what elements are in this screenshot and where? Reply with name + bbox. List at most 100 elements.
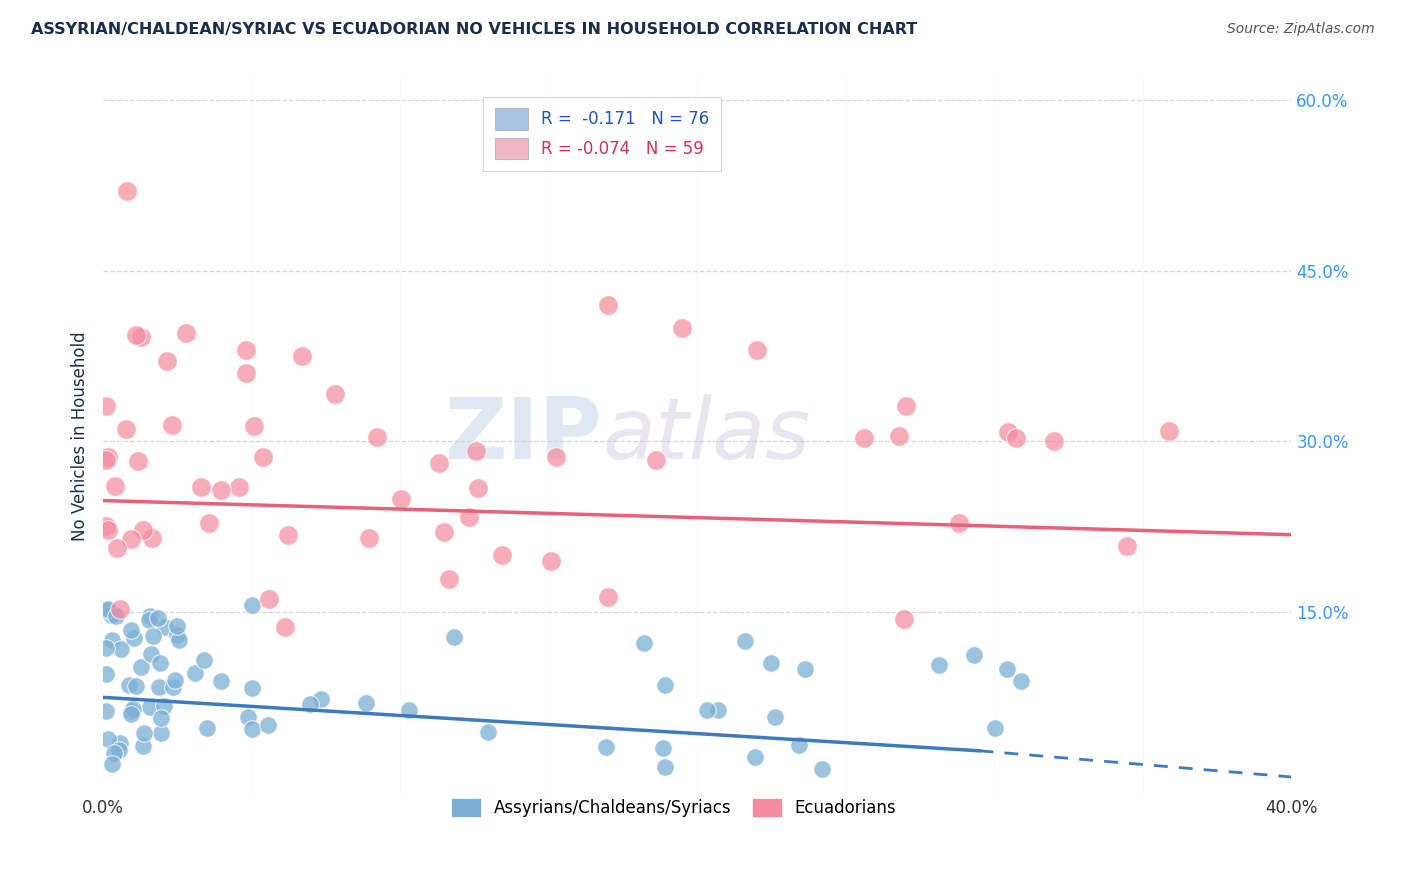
Point — [129, 660, 152, 674]
Point — [896, 399, 918, 413]
Point — [122, 701, 145, 715]
Point — [240, 599, 263, 613]
Point — [94, 452, 117, 467]
Point — [120, 532, 142, 546]
Point — [149, 656, 172, 670]
Point — [323, 387, 346, 401]
Point — [443, 630, 465, 644]
Point — [398, 703, 420, 717]
Point — [94, 667, 117, 681]
Point — [139, 647, 162, 661]
Point — [596, 590, 619, 604]
Point — [997, 425, 1019, 440]
Point — [129, 330, 152, 344]
Point — [108, 736, 131, 750]
Point — [671, 320, 693, 334]
Point — [94, 518, 117, 533]
Point — [893, 612, 915, 626]
Point — [138, 613, 160, 627]
Point — [127, 454, 149, 468]
Point — [197, 721, 219, 735]
Point — [928, 658, 950, 673]
Text: ZIP: ZIP — [444, 394, 602, 477]
Point — [793, 662, 815, 676]
Point — [105, 541, 128, 555]
Text: atlas: atlas — [602, 394, 810, 477]
Point — [209, 673, 232, 688]
Point — [163, 673, 186, 688]
Point — [110, 642, 132, 657]
Point — [236, 710, 259, 724]
Text: ASSYRIAN/CHALDEAN/SYRIAC VS ECUADORIAN NO VEHICLES IN HOUSEHOLD CORRELATION CHAR: ASSYRIAN/CHALDEAN/SYRIAC VS ECUADORIAN N… — [31, 22, 917, 37]
Point — [458, 509, 481, 524]
Point — [734, 633, 756, 648]
Point — [153, 619, 176, 633]
Point — [104, 479, 127, 493]
Point — [645, 453, 668, 467]
Point — [166, 619, 188, 633]
Point — [94, 603, 117, 617]
Point — [1005, 431, 1028, 445]
Point — [540, 553, 562, 567]
Point — [94, 400, 117, 414]
Point — [94, 704, 117, 718]
Point — [240, 681, 263, 695]
Point — [148, 680, 170, 694]
Point — [389, 492, 412, 507]
Point — [887, 429, 910, 443]
Point — [257, 718, 280, 732]
Point — [114, 422, 136, 436]
Point — [654, 678, 676, 692]
Point — [150, 711, 173, 725]
Point — [948, 516, 970, 530]
Legend: Assyrians/Chaldeans/Syriacs, Ecuadorians: Assyrians/Chaldeans/Syriacs, Ecuadorians — [443, 789, 905, 825]
Point — [744, 750, 766, 764]
Point — [97, 450, 120, 465]
Point — [153, 698, 176, 713]
Point — [132, 739, 155, 753]
Point — [429, 456, 451, 470]
Point — [366, 430, 388, 444]
Point — [166, 628, 188, 642]
Point — [108, 601, 131, 615]
Point — [359, 531, 381, 545]
Point — [242, 419, 264, 434]
Point — [148, 611, 170, 625]
Point — [162, 680, 184, 694]
Point — [101, 633, 124, 648]
Point — [811, 762, 834, 776]
Point — [654, 760, 676, 774]
Y-axis label: No Vehicles in Household: No Vehicles in Household — [72, 331, 89, 541]
Point — [193, 653, 215, 667]
Point — [132, 725, 155, 739]
Point — [94, 641, 117, 656]
Point — [433, 525, 456, 540]
Point — [235, 366, 257, 380]
Point — [156, 353, 179, 368]
Point — [150, 726, 173, 740]
Point — [184, 666, 207, 681]
Point — [139, 699, 162, 714]
Point — [763, 710, 786, 724]
Point — [139, 608, 162, 623]
Point — [1010, 673, 1032, 688]
Point — [544, 450, 567, 465]
Point — [118, 678, 141, 692]
Point — [100, 608, 122, 623]
Point — [120, 706, 142, 721]
Point — [228, 480, 250, 494]
Point — [464, 443, 486, 458]
Point — [101, 757, 124, 772]
Point — [787, 738, 810, 752]
Point — [274, 620, 297, 634]
Point — [105, 608, 128, 623]
Point — [122, 631, 145, 645]
Point — [174, 326, 197, 340]
Point — [97, 523, 120, 537]
Point — [132, 523, 155, 537]
Point — [595, 739, 617, 754]
Point — [598, 298, 620, 312]
Point — [97, 602, 120, 616]
Point — [120, 624, 142, 638]
Point — [103, 746, 125, 760]
